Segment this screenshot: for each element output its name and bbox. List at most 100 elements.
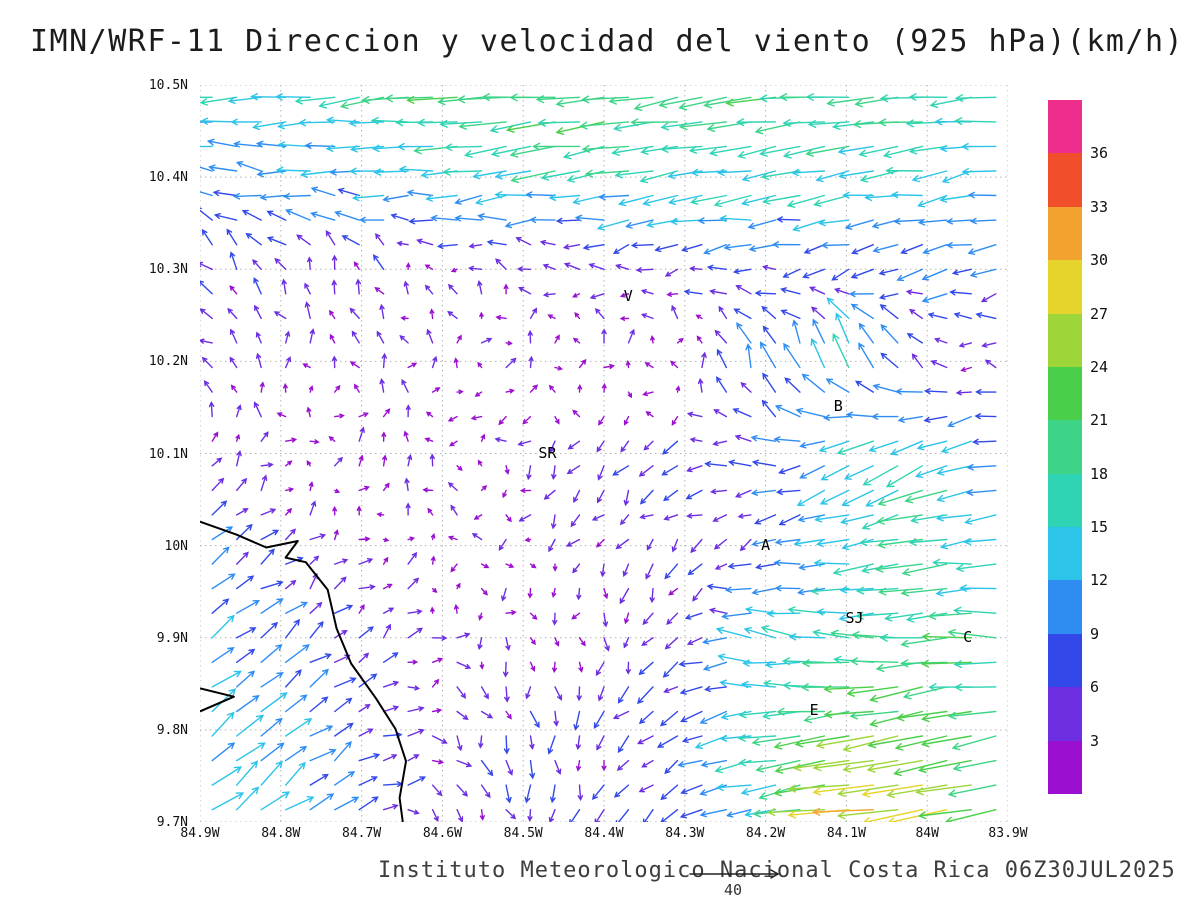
wind-arrow (474, 194, 507, 206)
wind-arrow (200, 96, 213, 98)
wind-arrow (294, 96, 336, 105)
wind-arrow (620, 440, 630, 453)
wind-arrow (548, 384, 556, 393)
wind-arrow (358, 776, 378, 786)
wind-arrow (972, 438, 997, 445)
wind-arrow (548, 194, 581, 201)
wind-arrow (526, 465, 532, 481)
wind-arrow (683, 289, 703, 295)
wind-arrow (643, 440, 654, 451)
wind-arrow (727, 459, 752, 467)
wind-arrow (334, 604, 354, 614)
wind-arrow (555, 121, 605, 135)
wind-arrow (969, 217, 997, 225)
wind-arrow (375, 233, 385, 246)
wind-arrow (325, 230, 336, 246)
colorbar-tick-label: 33 (1090, 197, 1109, 216)
wind-arrow (504, 219, 532, 229)
wind-arrow (612, 710, 630, 720)
wind-arrow (211, 598, 230, 614)
wind-arrow (894, 735, 948, 751)
wind-arrow (306, 460, 312, 467)
wind-arrow (296, 234, 311, 246)
wind-arrow (689, 437, 703, 443)
y-tick-label: 9.7N (156, 815, 188, 830)
wind-arrow (480, 686, 489, 700)
wind-arrow (880, 323, 899, 344)
wind-arrow (933, 337, 948, 344)
x-tick-label: 84.4W (584, 826, 624, 841)
wind-arrow (334, 384, 341, 393)
wind-arrow (334, 771, 356, 786)
wind-arrow (535, 95, 581, 104)
wind-arrow (908, 308, 923, 320)
wind-arrow (406, 189, 434, 197)
wind-arrow (760, 625, 801, 639)
wind-arrow (738, 710, 777, 719)
wind-arrow (759, 145, 801, 157)
wind-arrow (236, 714, 264, 737)
wind-arrow (936, 465, 972, 476)
wind-arrow (741, 170, 777, 182)
wind-arrow (381, 431, 387, 442)
wind-arrow (540, 170, 581, 181)
wind-arrow (737, 145, 777, 159)
wind-arrow (211, 614, 235, 639)
wind-arrow (679, 809, 703, 819)
wind-arrow (822, 414, 850, 421)
wind-arrow (254, 304, 262, 320)
x-tick-label: 84.7W (342, 826, 382, 841)
wind-arrow (780, 309, 801, 320)
wind-arrow (285, 460, 293, 467)
wind-arrow (516, 266, 532, 272)
wind-arrow (510, 170, 556, 184)
wind-arrow (635, 267, 654, 273)
wind-arrow (612, 465, 630, 476)
wind-arrow (358, 485, 370, 492)
wind-arrow (537, 118, 581, 127)
wind-arrow (958, 342, 972, 348)
wind-arrow (518, 287, 532, 295)
wind-arrow (285, 330, 291, 344)
wind-arrow (382, 482, 390, 492)
wind-arrow (961, 142, 997, 151)
wind-arrow (576, 686, 582, 702)
wind-arrow (792, 759, 850, 772)
wind-arrow (480, 759, 494, 777)
wind-arrow (331, 254, 338, 270)
wind-arrow (934, 117, 972, 126)
wind-arrow (920, 659, 972, 668)
wind-arrow (569, 809, 581, 822)
wind-arrow (813, 194, 850, 207)
wind-arrow (981, 342, 997, 348)
wind-arrow (750, 489, 777, 496)
wind-arrow (372, 254, 385, 270)
wind-arrow (211, 431, 219, 442)
wind-arrow (200, 117, 238, 125)
wind-arrow (820, 465, 850, 481)
wind-arrow (341, 235, 360, 246)
wind-arrow (505, 357, 517, 369)
wind-arrow (334, 558, 349, 565)
wind-arrow (627, 391, 633, 399)
wind-arrow (622, 563, 630, 578)
wind-arrow (646, 538, 654, 551)
wind-arrow (309, 773, 329, 786)
wind-arrow (762, 264, 777, 271)
wind-arrow (818, 440, 850, 453)
wind-arrow (686, 513, 703, 519)
wind-arrow (680, 710, 703, 723)
wind-arrow (404, 477, 410, 492)
wind-arrow (832, 563, 874, 576)
y-tick-label: 10.5N (148, 78, 188, 93)
wind-arrow (678, 96, 728, 111)
wind-arrow (200, 166, 213, 172)
wind-arrow (923, 388, 948, 395)
wind-arrow (656, 735, 679, 748)
wind-arrow (823, 685, 874, 693)
wind-arrow (211, 457, 223, 467)
wind-arrow (477, 213, 507, 221)
colorbar-tick-label: 36 (1090, 144, 1109, 163)
wind-arrow (211, 711, 235, 737)
colorbar-tick-label: 3 (1090, 731, 1100, 750)
